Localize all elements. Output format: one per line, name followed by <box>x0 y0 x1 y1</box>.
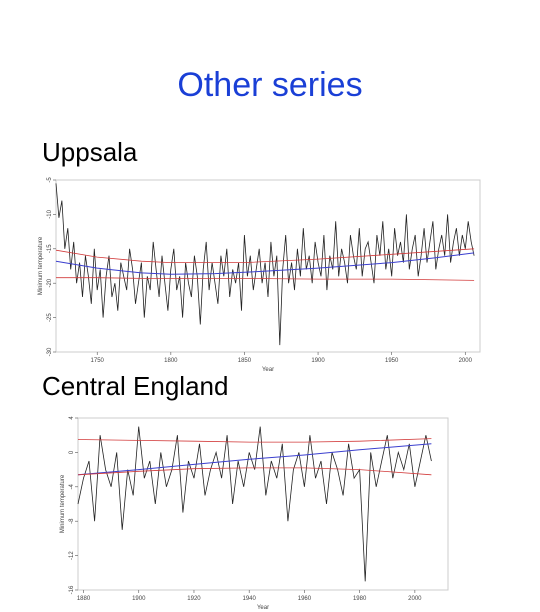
series-line-3 <box>56 277 475 281</box>
x-tick-label: 1940 <box>243 596 257 602</box>
series-line-1 <box>77 443 432 476</box>
x-tick-label: 2000 <box>459 358 473 364</box>
y-tick-label: -15 <box>47 244 53 253</box>
y-tick-label: -12 <box>69 551 75 560</box>
series-line-0 <box>77 426 432 582</box>
y-tick-label: -30 <box>47 347 53 356</box>
uppsala-chart: 1750 1800 1850 1900 1950 2000 -5 -10 -15 -20 -25 -3… <box>38 177 481 373</box>
x-tick-label: 1880 <box>77 596 91 602</box>
section-label-uppsala: Uppsala <box>42 137 138 167</box>
y-tick-label: -20 <box>47 278 53 287</box>
slide-title: Other series <box>177 66 363 104</box>
y-tick-label: -5 <box>47 177 53 183</box>
x-tick-label: 1800 <box>164 358 178 364</box>
section-label-central-england: Central England <box>42 371 229 401</box>
x-tick-label: 1960 <box>298 596 312 602</box>
y-axis-label: Minimum temperature <box>38 236 44 295</box>
x-tick-label: 1900 <box>311 358 325 364</box>
y-tick-label: -8 <box>69 518 75 524</box>
x-axis-label: Year <box>257 605 269 611</box>
series-line-0 <box>55 183 475 346</box>
x-tick-label: 1980 <box>353 596 367 602</box>
series-line-3 <box>77 467 432 476</box>
series-line-1 <box>55 252 475 275</box>
y-tick-label: -10 <box>47 209 53 218</box>
x-tick-label: 2000 <box>408 596 422 602</box>
x-tick-label: 1850 <box>238 358 252 364</box>
x-tick-label: 1900 <box>132 596 146 602</box>
y-tick-label: 0 <box>69 450 75 454</box>
plot-frame <box>77 417 449 591</box>
x-tick-label: 1950 <box>385 358 399 364</box>
plot-frame <box>55 179 481 353</box>
series-line-2 <box>55 248 475 263</box>
y-tick-label: 4 <box>69 416 75 420</box>
x-tick-label: 1750 <box>91 358 105 364</box>
central-england-chart: 1880 1900 1920 1940 1960 1980 2000 -16 -12 -8 -4 0 4… <box>60 416 449 611</box>
y-tick-label: -4 <box>69 483 75 489</box>
y-tick-label: -16 <box>69 585 75 594</box>
x-tick-label: 1920 <box>187 596 201 602</box>
y-tick-label: -25 <box>47 313 53 322</box>
series-line-2 <box>77 438 432 443</box>
y-axis-label: Minimum temperature <box>60 474 66 533</box>
x-axis-label: Year <box>262 367 274 373</box>
